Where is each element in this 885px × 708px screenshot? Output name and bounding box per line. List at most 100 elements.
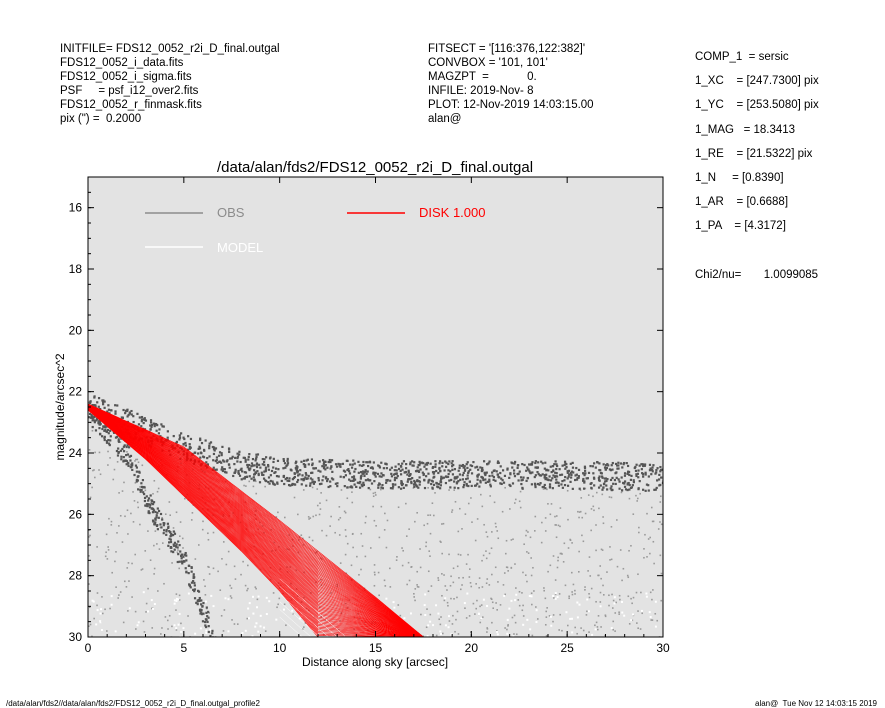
obs-point (360, 568, 362, 571)
header-middle-block: FITSECT = '[116:376,122:382]' CONVBOX = '… (428, 42, 594, 126)
obs-point (124, 412, 127, 415)
obs-point (520, 482, 523, 486)
obs-point (118, 492, 120, 494)
obs-point (283, 462, 287, 465)
obs-point (599, 484, 602, 487)
obs-point (483, 460, 486, 463)
obs-point (289, 566, 292, 568)
y-tick-label: 30 (69, 630, 83, 644)
obs-point (548, 483, 552, 486)
obs-point (234, 578, 237, 580)
obs-point (531, 461, 534, 464)
obs-point (248, 480, 251, 483)
obs-point (418, 480, 422, 483)
fit-param-line: 1_YC = [253.5080] pix (695, 99, 819, 112)
model-point (254, 625, 257, 628)
obs-point (98, 451, 101, 454)
obs-point (107, 439, 110, 442)
obs-point (175, 593, 178, 595)
obs-point (584, 512, 587, 515)
obs-point (530, 463, 534, 466)
obs-point (635, 591, 638, 594)
obs-point (89, 400, 92, 403)
obs-point (569, 539, 572, 542)
obs-point (363, 471, 366, 474)
model-point (486, 604, 489, 607)
obs-point (484, 478, 487, 481)
obs-point (394, 472, 397, 476)
obs-point (166, 522, 170, 525)
model-point (552, 594, 555, 597)
obs-point (417, 469, 420, 472)
obs-point (501, 510, 504, 513)
obs-point (413, 485, 416, 488)
obs-point (522, 571, 524, 574)
obs-point (630, 597, 632, 600)
obs-point (595, 600, 597, 603)
obs-point (117, 438, 120, 441)
obs-point (606, 488, 609, 491)
obs-point (455, 482, 458, 485)
obs-point (636, 500, 638, 502)
obs-point (441, 465, 444, 468)
obs-point (228, 466, 231, 469)
obs-point (344, 553, 347, 556)
obs-point (220, 614, 223, 617)
obs-point (262, 461, 266, 464)
obs-point (132, 521, 135, 523)
obs-point (305, 459, 308, 462)
model-point (173, 602, 176, 605)
disk-model-line (88, 405, 424, 637)
obs-point (403, 471, 406, 474)
model-point (182, 627, 185, 630)
obs-point (114, 404, 117, 407)
obs-point (623, 474, 627, 477)
obs-point (581, 516, 584, 519)
obs-point (478, 586, 480, 589)
header-left-line: pix (") = 0.2000 (60, 113, 142, 125)
obs-point (262, 473, 265, 477)
model-line (279, 586, 338, 637)
obs-point (447, 469, 450, 472)
obs-point (267, 463, 270, 467)
obs-point (563, 479, 566, 482)
obs-point (175, 543, 178, 546)
obs-point (406, 480, 409, 483)
obs-point (311, 462, 314, 465)
obs-point (147, 530, 149, 532)
obs-point (405, 462, 408, 466)
obs-point (582, 479, 585, 482)
obs-point (567, 518, 569, 521)
obs-point (282, 467, 285, 470)
obs-point (105, 533, 108, 536)
obs-point (132, 415, 135, 418)
obs-point (311, 481, 314, 484)
obs-point (544, 623, 547, 626)
obs-point (428, 550, 431, 552)
obs-point (513, 633, 515, 635)
obs-point (252, 479, 256, 482)
obs-point (623, 643, 625, 645)
obs-point (595, 549, 597, 552)
obs-point (112, 431, 116, 434)
obs-point (469, 582, 472, 584)
obs-point (328, 458, 331, 462)
obs-point (153, 523, 156, 526)
obs-point (188, 583, 191, 586)
obs-point (106, 428, 110, 432)
obs-point (375, 525, 377, 527)
model-point (419, 640, 421, 642)
disk-model-line (88, 404, 424, 637)
obs-point (250, 477, 253, 480)
obs-point (635, 473, 638, 476)
disk-model-line (88, 404, 424, 637)
model-point (92, 600, 95, 603)
obs-point (409, 461, 412, 464)
obs-point (416, 511, 418, 514)
obs-point (316, 488, 319, 490)
obs-point (604, 468, 607, 471)
obs-point (659, 554, 662, 557)
obs-point (236, 452, 239, 455)
obs-point (575, 478, 579, 481)
obs-point (190, 581, 194, 584)
